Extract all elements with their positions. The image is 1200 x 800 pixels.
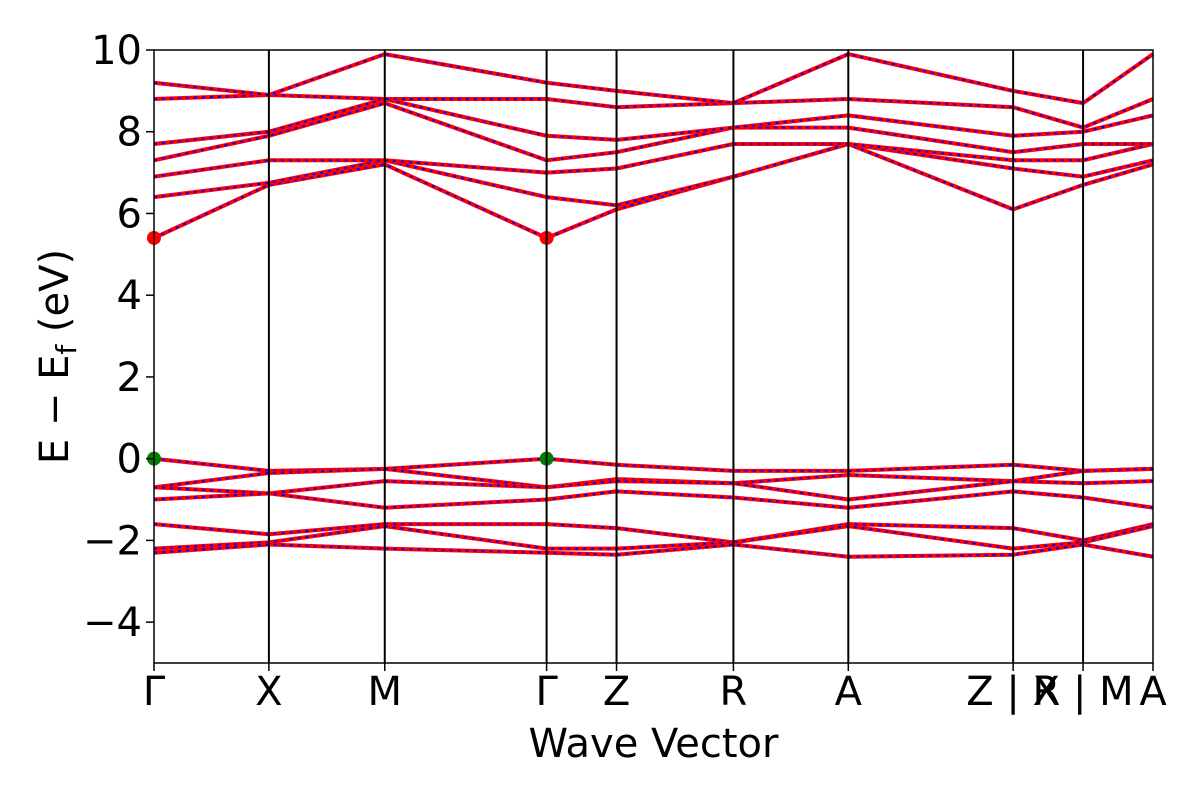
y-axis-label-main: E − E: [32, 355, 78, 465]
x-tick-label: A: [1139, 669, 1167, 715]
y-tick-label: 4: [117, 273, 142, 319]
x-tick-label: X: [255, 669, 282, 715]
band-line: [153, 142, 1154, 208]
y-tick-label: 0: [117, 437, 142, 483]
x-tick-label: R | M: [1032, 669, 1133, 715]
band-line-dashed: [153, 480, 1154, 501]
band-line: [153, 466, 1154, 490]
y-tick-label: 6: [117, 191, 142, 237]
x-tick-label: Γ: [143, 669, 166, 715]
x-axis-label: Wave Vector: [529, 721, 780, 767]
y-tick-label: 2: [117, 355, 142, 401]
y-tick-label: −4: [83, 600, 142, 646]
band-line-dashed: [153, 490, 1154, 509]
y-tick-label: 10: [91, 28, 142, 74]
y-tick-label: 8: [117, 110, 142, 156]
x-tick-label: R: [720, 669, 748, 715]
band-line: [153, 101, 1153, 163]
band-line-dashed: [153, 467, 1154, 489]
band-line: [153, 522, 1154, 545]
band-line-dashed: [153, 102, 1153, 162]
y-axis-label: E − Ef (eV): [32, 249, 83, 464]
band-line-dashed: [153, 53, 1154, 105]
x-tick-label: M: [368, 669, 403, 715]
band-edge-markers: [147, 230, 554, 466]
y-axis-ticks: −4 −2 0 2 4 6 8 10: [83, 28, 154, 646]
band-line: [153, 524, 1154, 551]
band-line: [153, 489, 1154, 510]
y-axis-label-unit: (eV): [32, 249, 78, 345]
band-line-dashed: [153, 97, 1154, 145]
band-line: [153, 142, 1154, 179]
x-tick-label: Z: [603, 669, 630, 715]
y-axis-label-subscript: f: [50, 344, 83, 355]
band-line-dashed: [153, 543, 1154, 558]
y-tick-label: −2: [83, 518, 142, 564]
band-line-dashed: [153, 457, 1154, 472]
band-line-dashed: [153, 142, 1154, 240]
band-lines: [153, 52, 1155, 559]
band-line-dashed: [153, 142, 1154, 207]
x-tick-label: A: [835, 669, 863, 715]
x-tick-label: Z | X: [966, 669, 1060, 715]
band-line-dashed: [153, 93, 1154, 129]
band-line-dashed: [153, 523, 1154, 544]
high-symmetry-lines: [267, 50, 1085, 663]
x-tick-label: Γ: [535, 669, 558, 715]
plot-frame: [153, 49, 1154, 664]
